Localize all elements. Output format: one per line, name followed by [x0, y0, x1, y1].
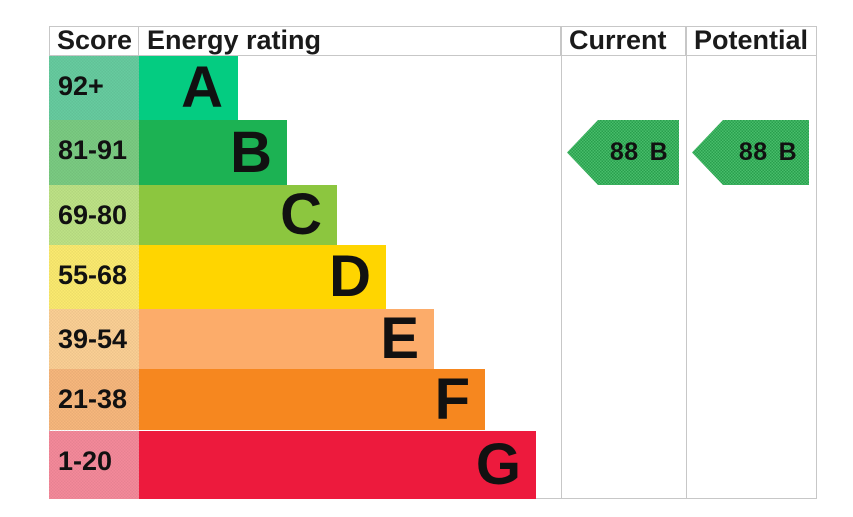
svg-text:88 B: 88 B [610, 138, 668, 166]
svg-text:88 B: 88 B [739, 138, 797, 166]
